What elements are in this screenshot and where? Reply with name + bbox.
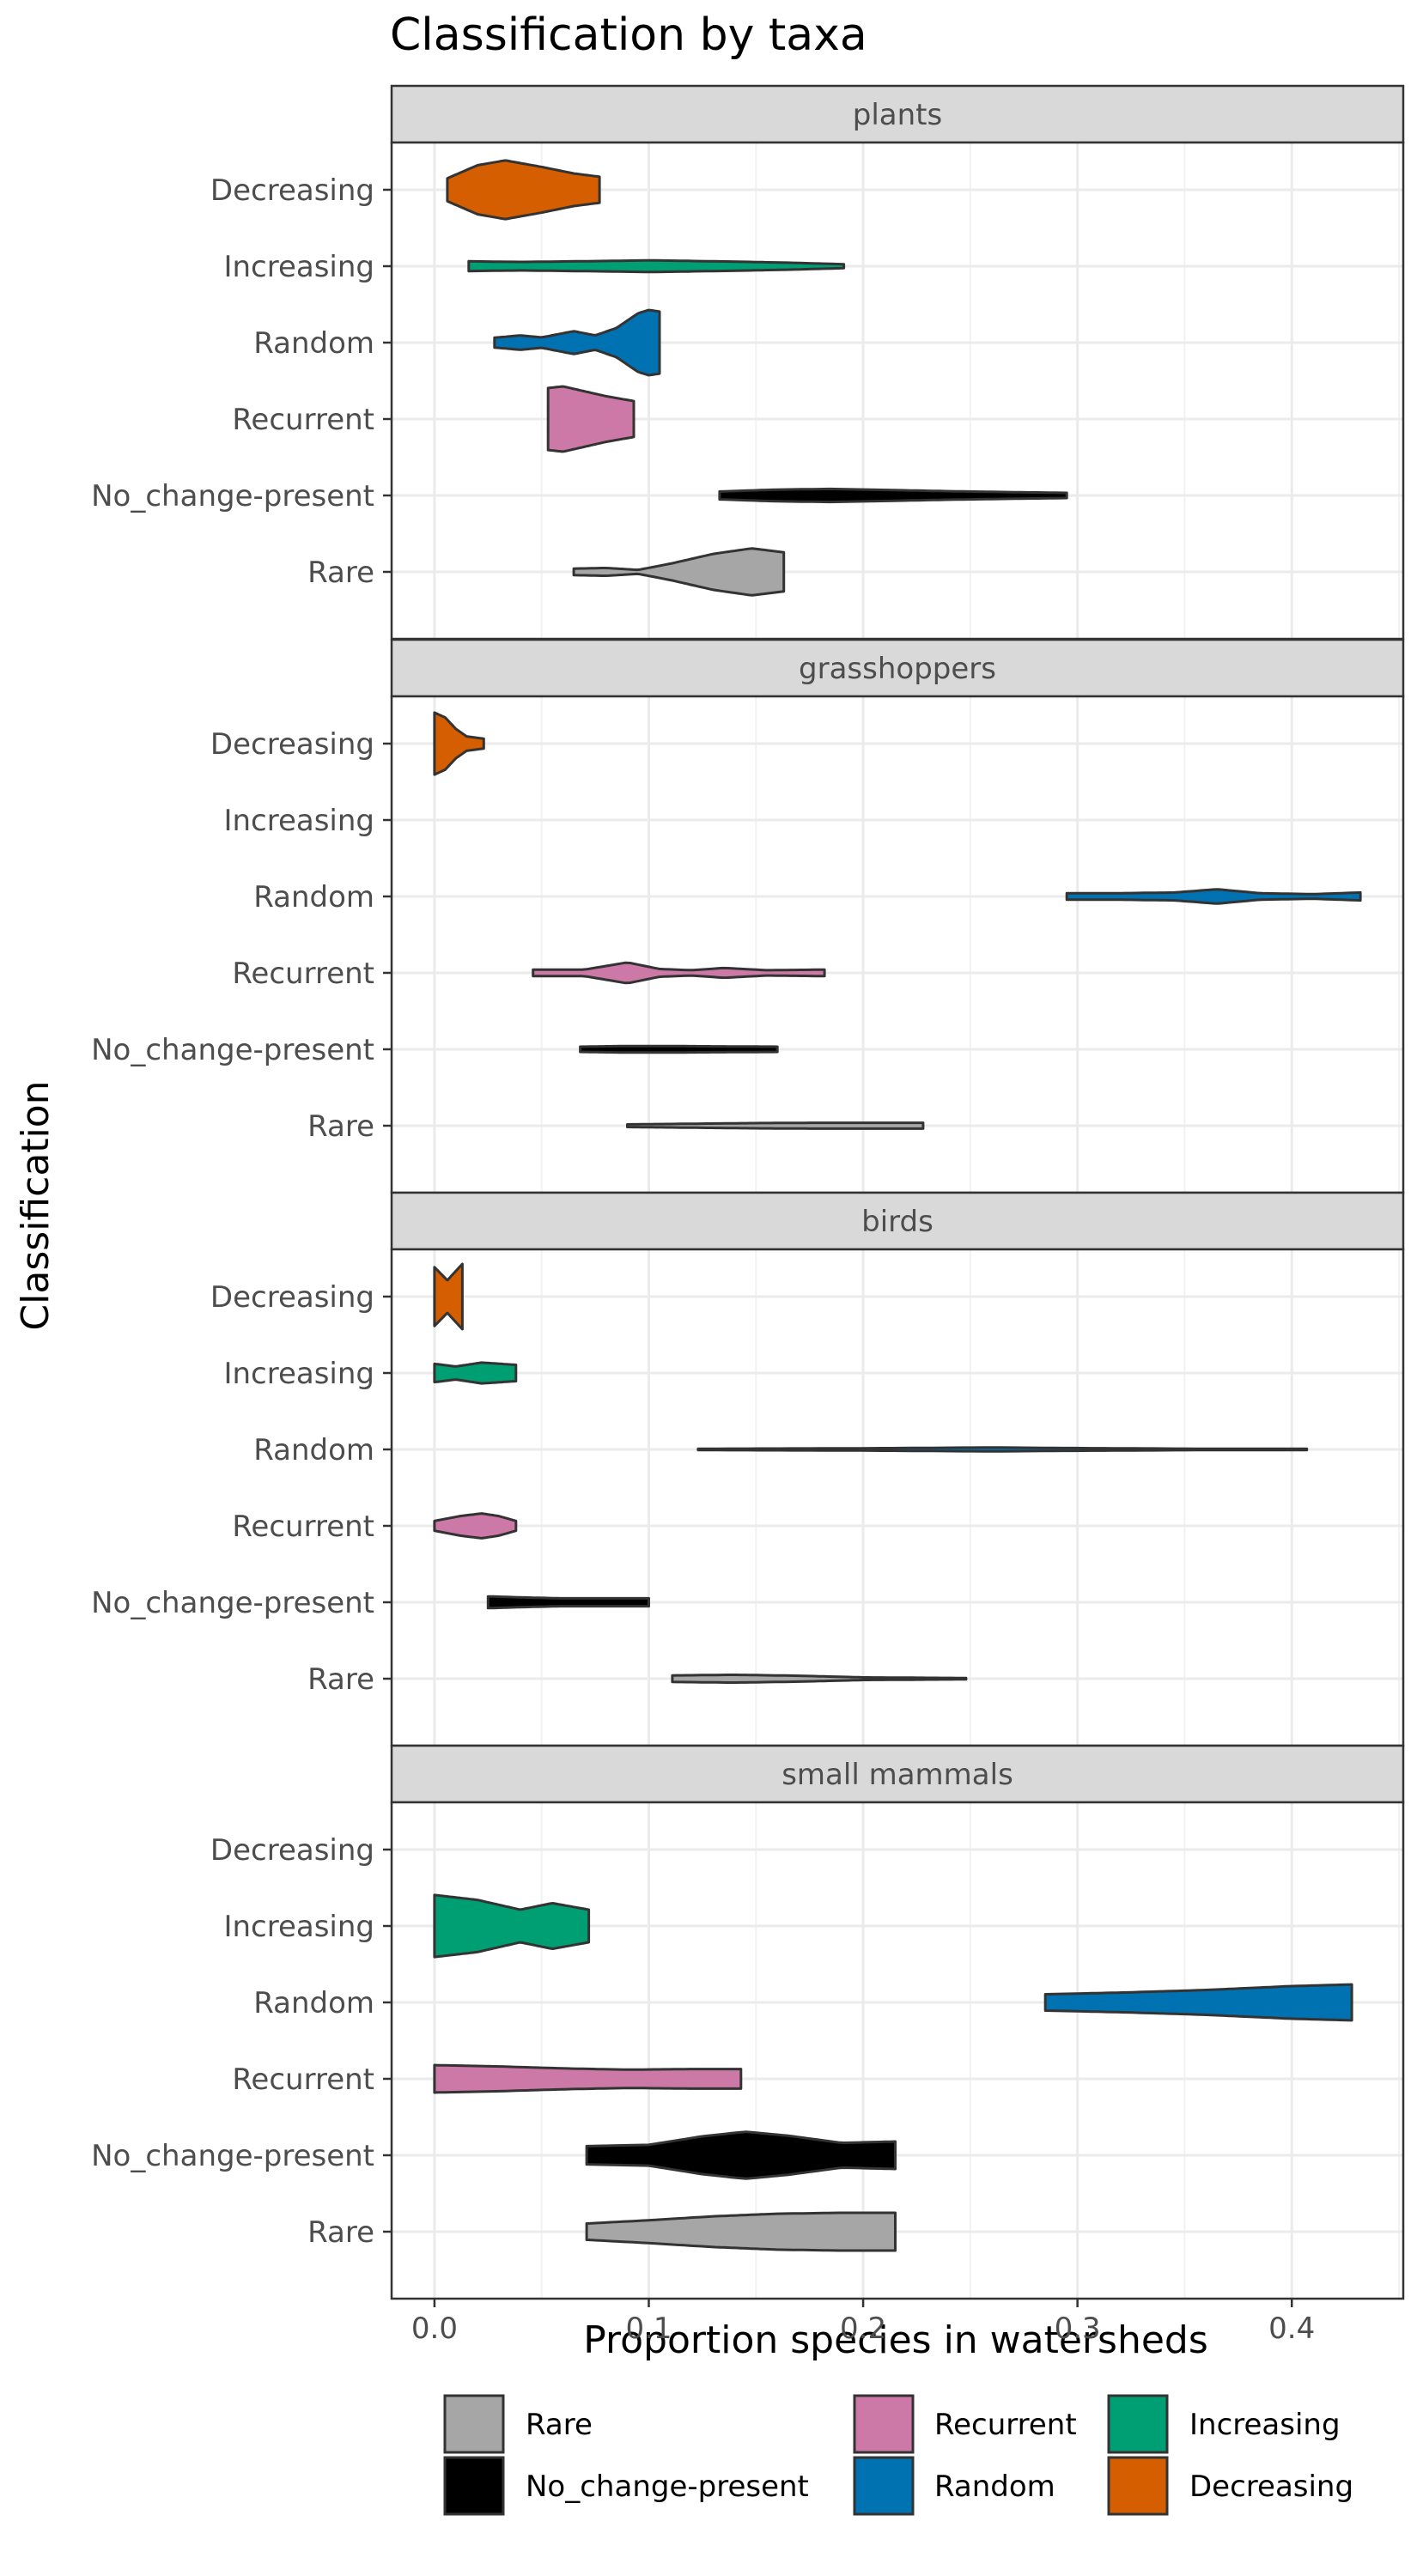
legend: Rare No_change-present Recurrent Random Incr… [443,2394,1353,2516]
legend-label: Decreasing [1189,2470,1353,2504]
y-tick-label: No_change-present [91,1033,374,1067]
legend-swatch [443,2456,505,2516]
violin-decreasing [433,1262,464,1331]
y-tick-label: No_change-present [91,1586,374,1620]
violin-recurrent [546,385,636,453]
y-tick-label: No_change-present [91,2139,374,2173]
violin-recurrent [433,1512,518,1540]
legend-swatch [1107,2456,1169,2516]
panel-background [392,696,1403,1193]
x-tick-label: 0.0 [411,2312,458,2346]
y-tick-label: Random [253,1433,374,1467]
violin-no-change-present [718,487,1068,504]
x-axis: 0.0 0.1 0.2 0.3 0.4 [411,2299,1315,2346]
panel-background [392,1249,1403,1746]
violin-no-change-present [486,1595,650,1610]
violin-recurrent [433,2063,743,2094]
legend-swatch [853,2456,915,2516]
y-tick-label: Random [253,326,374,361]
panel-strip-label: grasshoppers [799,652,996,686]
panel-birds: birds Decreasing Increasing Random Recurrent… [91,1191,1405,1747]
panel-border [390,1801,1405,2300]
x-tick-label: 0.1 [625,2312,672,2346]
y-tick-label: Rare [307,556,374,590]
legend-label: No_change-present [526,2470,809,2504]
legend-item-increasing: Increasing [1107,2394,1341,2454]
violin-recurrent [532,961,826,985]
y-tick-label: Rare [307,2215,374,2250]
legend-label: Recurrent [934,2408,1077,2442]
legend-item-rare: Rare [443,2394,593,2454]
panels: plants Decreasing Increasing Random Recurren… [91,84,1405,2300]
y-tick-label: Random [253,1986,374,2020]
panel-grasshoppers: grasshoppers Decreasing Increasing Random Re… [91,638,1405,1194]
panel-background [392,143,1403,639]
x-tick-label: 0.2 [840,2312,886,2346]
violin-no-change-present [579,1044,779,1054]
y-tick-label: Decreasing [210,1280,374,1315]
violin-random [1043,1983,1353,2022]
y-tick-label: Increasing [223,250,374,284]
panel-small-mammals: small mammals Decreasing Increasing Random R… [91,1744,1405,2300]
panel-plants: plants Decreasing Increasing Random Recurren… [91,84,1405,641]
y-tick-label: Recurrent [232,403,374,437]
violin-increasing [433,1893,591,1959]
y-tick-label: Random [253,880,374,914]
x-tick-label: 0.4 [1268,2312,1315,2346]
violin-decreasing [433,711,485,776]
y-tick-label: Decreasing [210,727,374,762]
legend-item-random: Random [853,2456,1055,2516]
legend-item-no-change-present: No_change-present [443,2456,809,2516]
violin-increasing [433,1361,518,1385]
y-tick-label: No_change-present [91,479,374,513]
panel-strip [390,638,1405,698]
panel-strip-label: small mammals [781,1758,1013,1792]
y-tick-label: Recurrent [232,1510,374,1544]
y-tick-label: Recurrent [232,2063,374,2097]
violin-random [696,1446,1309,1453]
violin-no-change-present [585,2130,897,2180]
legend-item-decreasing: Decreasing [1107,2456,1353,2516]
panel-strip-label: birds [861,1205,934,1239]
y-tick-label: Rare [307,1109,374,1144]
legend-swatch [1107,2394,1169,2454]
y-tick-label: Recurrent [232,957,374,991]
legend-label: Increasing [1189,2408,1341,2442]
violin-random [493,308,661,377]
x-tick-label: 0.3 [1055,2312,1101,2346]
legend-swatch [443,2394,505,2454]
y-axis-title: Classification [14,1080,58,1330]
y-tick-label: Increasing [223,1357,374,1391]
violin-rare [626,1121,925,1130]
violin-rare [572,547,786,597]
y-tick-label: Decreasing [210,173,374,208]
y-tick-label: Increasing [223,804,374,838]
chart-title: Classification by taxa [390,9,867,61]
legend-label: Rare [526,2408,593,2442]
legend-swatch [853,2394,915,2454]
violin-random [1065,888,1362,905]
legend-label: Random [934,2470,1055,2504]
violin-rare [671,1674,968,1684]
violin-increasing [467,258,846,274]
panel-strip-label: plants [853,98,942,132]
y-tick-label: Rare [307,1662,374,1697]
legend-item-recurrent: Recurrent [853,2394,1077,2454]
panel-strip [390,84,1405,144]
violin-decreasing [446,159,601,221]
y-tick-label: Decreasing [210,1833,374,1868]
x-axis-title: Proportion species in watersheds [583,2318,1208,2362]
violin-rare [585,2211,897,2252]
y-tick-label: Increasing [223,1910,374,1944]
panel-background [392,1802,1403,2299]
